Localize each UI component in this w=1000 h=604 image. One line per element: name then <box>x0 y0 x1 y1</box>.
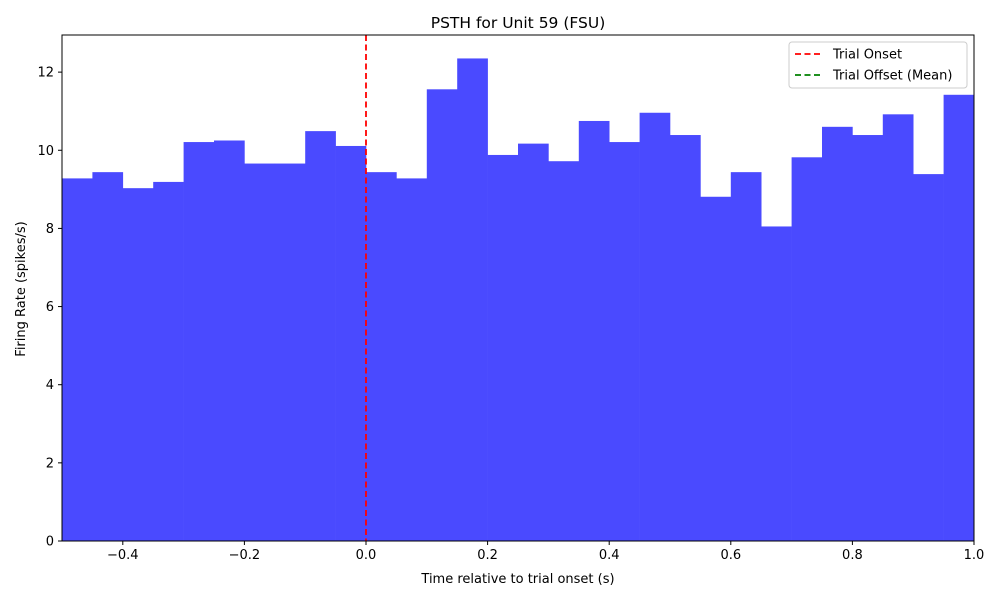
y-tick-label: 6 <box>46 300 54 315</box>
x-tick-label: −0.4 <box>107 548 139 563</box>
histogram-bar <box>852 135 884 541</box>
y-tick-label: 12 <box>37 66 54 81</box>
y-tick-label: 8 <box>46 222 54 237</box>
histogram-bar <box>548 161 580 541</box>
x-tick-label: 1.0 <box>964 548 985 563</box>
axes-frame <box>61 34 975 542</box>
histogram-bar <box>122 188 154 541</box>
legend-entry-label: Trial Offset (Mean) <box>832 69 952 84</box>
x-axis-ticks: −0.4 −0.2 0.0 0.2 0.4 0.6 0.8 1.0 <box>107 541 984 563</box>
x-tick-label: 0.8 <box>842 548 863 563</box>
x-tick-label: 0.0 <box>356 548 377 563</box>
histogram-bar <box>457 58 488 541</box>
x-tick-label: −0.2 <box>229 548 261 563</box>
y-axis-label: Firing Rate (spikes/s) <box>14 221 29 356</box>
histogram-bar <box>183 142 215 541</box>
histogram-bar <box>791 157 823 541</box>
y-tick-label: 0 <box>46 535 54 550</box>
histogram-bar <box>426 89 458 542</box>
histogram-bar <box>609 142 640 541</box>
histogram-bar <box>305 131 336 541</box>
histogram-bar <box>913 174 944 541</box>
histogram-bar <box>700 196 732 541</box>
histogram-bar <box>943 94 975 542</box>
histogram-bar <box>670 135 701 541</box>
x-tick-label: 0.4 <box>599 548 620 563</box>
legend-box <box>788 41 968 89</box>
histogram-bar <box>761 226 792 541</box>
histogram-bar <box>214 140 245 542</box>
y-tick-label: 2 <box>46 456 54 471</box>
y-tick-label: 10 <box>37 144 54 159</box>
histogram-bar <box>335 145 367 542</box>
histogram-bar <box>882 114 914 542</box>
histogram-bar <box>244 163 276 542</box>
histogram-bar <box>366 172 397 541</box>
histogram-bar <box>153 181 184 541</box>
histogram-bar <box>396 178 428 541</box>
histogram-bar <box>92 172 124 541</box>
y-axis-ticks: 0 2 4 6 8 10 12 <box>37 66 62 550</box>
y-tick-label: 4 <box>46 378 54 393</box>
x-axis-label: Time relative to trial onset (s) <box>420 572 614 587</box>
x-tick-label: 0.6 <box>720 548 741 563</box>
legend: Trial Onset Trial Offset (Mean) <box>788 41 968 89</box>
legend-entry-label: Trial Onset <box>832 48 902 63</box>
chart-title: PSTH for Unit 59 (FSU) <box>431 14 606 32</box>
histogram-bar <box>62 178 93 541</box>
x-tick-label: 0.2 <box>477 548 498 563</box>
histogram-bar <box>639 112 671 541</box>
histogram-bar <box>578 120 610 541</box>
histogram-bar <box>274 163 306 542</box>
histogram-bar <box>487 154 519 542</box>
histogram-bar <box>822 126 853 542</box>
histogram-bar <box>730 172 762 541</box>
histogram-bars <box>62 58 975 542</box>
histogram-bar <box>518 143 549 541</box>
